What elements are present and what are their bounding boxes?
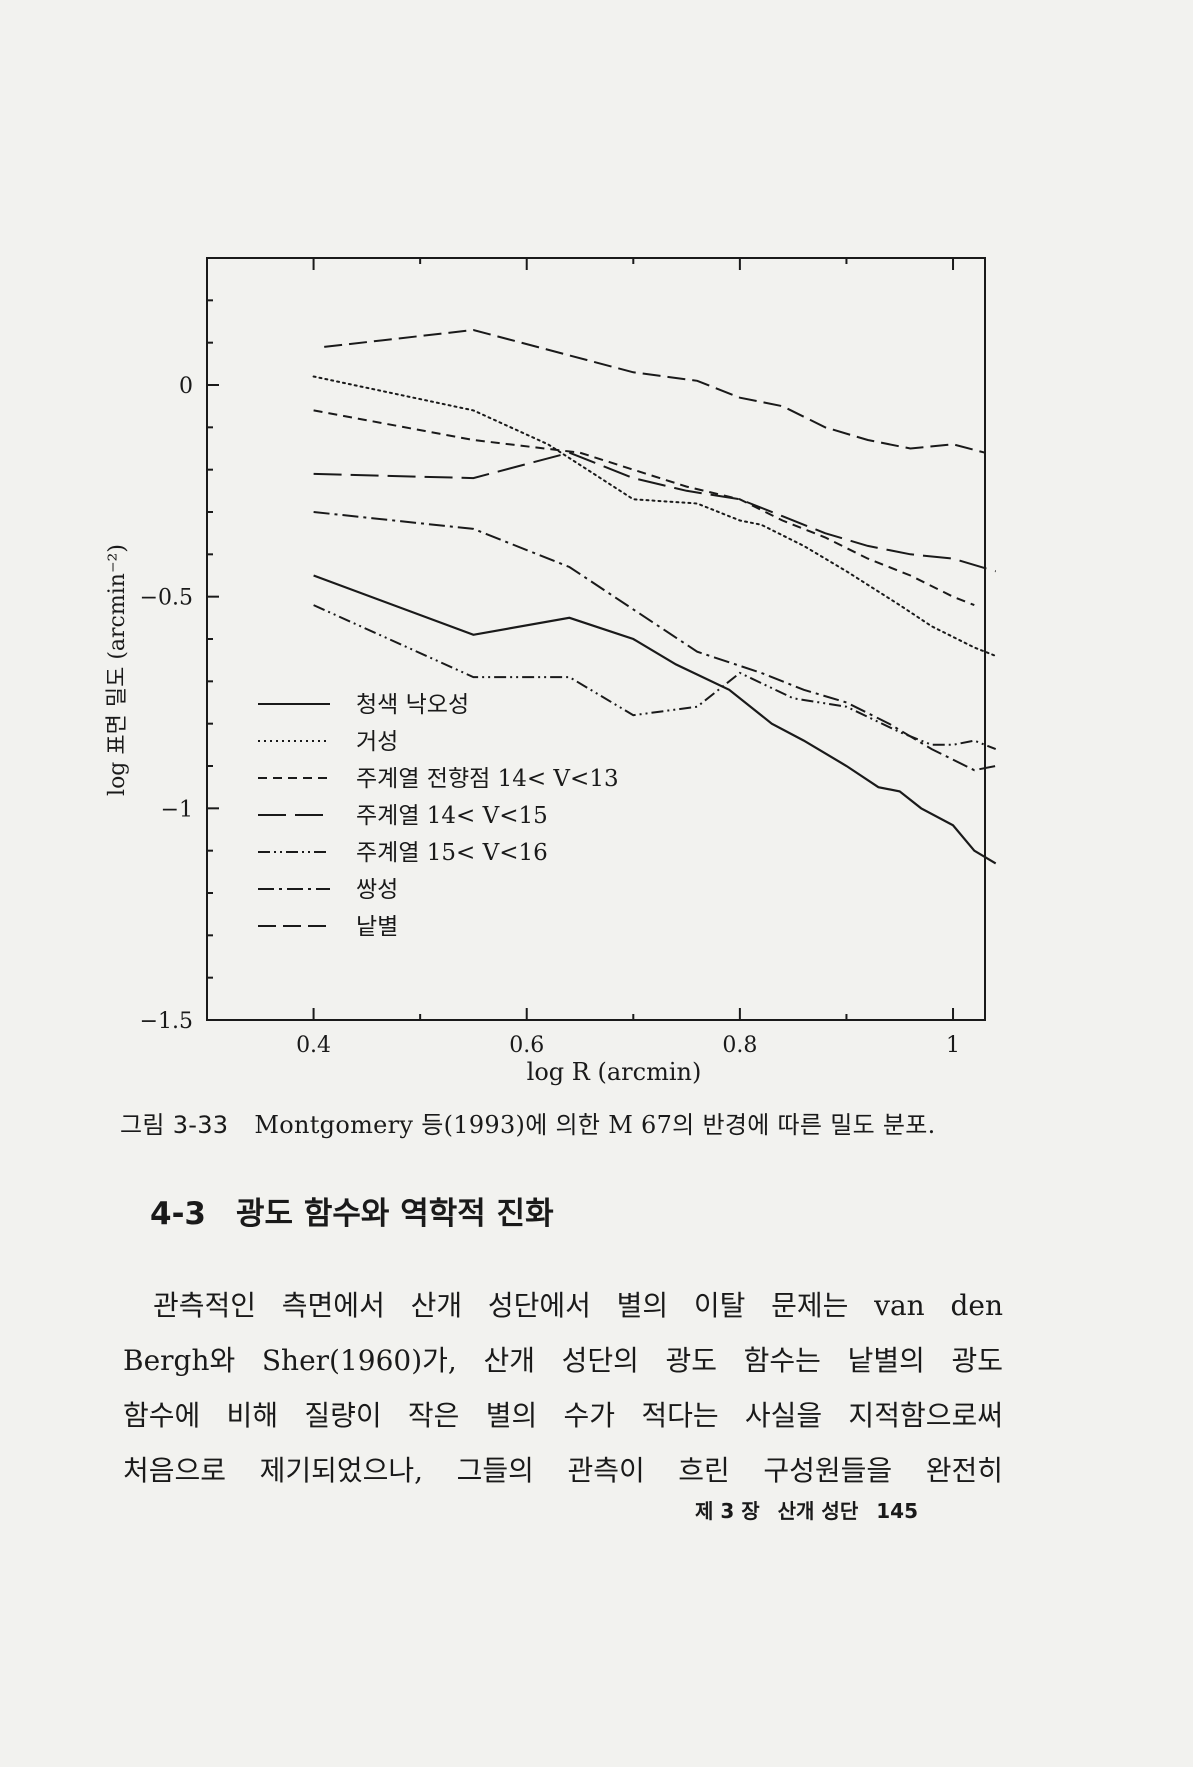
page-number: 145: [876, 1499, 918, 1523]
y-axis-label: log 표면 밀도 (arcmin⁻²): [105, 544, 130, 796]
y-tick-label: −1: [161, 797, 193, 822]
x-tick-label: 0.4: [296, 1033, 331, 1058]
figure-number: 그림 3-33: [120, 1111, 229, 1139]
paragraph-line: 함수에 비해 질량이 작은 별의 수가 적다는 사실을 지적함으로써: [123, 1399, 1003, 1432]
legend-label: 쌍성: [356, 877, 398, 903]
section-number: 4-3: [150, 1196, 207, 1232]
legend-label: 주계열 전향점 14< V<13: [356, 766, 619, 792]
body-paragraph: 관측적인 측면에서 산개 성단에서 별의 이탈 문제는 van den Berg…: [123, 1278, 1003, 1498]
x-tick-label: 0.8: [722, 1033, 757, 1058]
paragraph-line: 처음으로 제기되었으나, 그들의 관측이 흐린 구성원들을 완전히: [123, 1454, 1003, 1487]
legend-label: 주계열 14< V<15: [356, 803, 548, 829]
footer-chapter-title: 산개 성단: [777, 1499, 859, 1523]
footer-chapter: 제 3 장: [695, 1499, 760, 1523]
paragraph-line: Bergh와 Sher(1960)가, 산개 성단의 광도 함수는 낱별의 광도: [123, 1344, 1003, 1377]
section-heading: 4-3 광도 함수와 역학적 진화: [150, 1188, 554, 1233]
series-line-6: [324, 328, 986, 454]
y-tick-label: 0: [179, 374, 193, 399]
page-footer: 제 3 장 산개 성단 145: [695, 1495, 936, 1524]
x-tick-label: 1: [946, 1033, 960, 1058]
series-line-5: [313, 511, 996, 772]
series-line-0: [313, 574, 997, 865]
legend-label: 낱별: [356, 914, 398, 940]
legend-label: 거성: [356, 729, 398, 755]
series-lines: [312, 328, 997, 865]
series-line-1: [312, 375, 997, 657]
axis-ticks: 0.4 0.6 0.8 1 0 −0.5 −1 −1.5: [140, 258, 960, 1058]
y-tick-label: −0.5: [140, 586, 193, 611]
plot-frame: [206, 257, 986, 1021]
section-title: 광도 함수와 역학적 진화: [236, 1196, 554, 1232]
x-tick-label: 0.6: [509, 1033, 544, 1058]
legend-label: 주계열 15< V<16: [356, 840, 548, 866]
series-line-2: [313, 409, 975, 607]
series-line-3: [313, 451, 996, 573]
paragraph-line: 관측적인 측면에서 산개 성단에서 별의 이탈 문제는 van den: [153, 1289, 1003, 1322]
series-line-4: [313, 604, 997, 751]
figure-caption-text: Montgomery 등(1993)에 의한 M 67의 반경에 따른 밀도 분…: [254, 1111, 936, 1139]
y-tick-label: −1.5: [140, 1009, 193, 1034]
legend-label: 청색 낙오성: [356, 692, 469, 718]
figure-caption: 그림 3-33 Montgomery 등(1993)에 의한 M 67의 반경에 …: [120, 1105, 936, 1140]
x-axis-label: log R (arcmin): [527, 1058, 702, 1086]
